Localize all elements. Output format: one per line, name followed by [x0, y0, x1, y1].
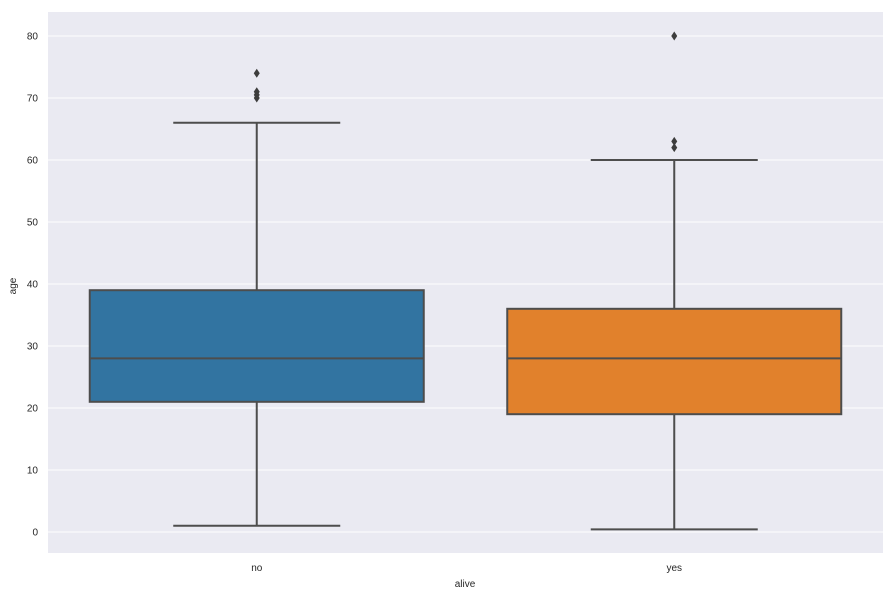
y-tick-label: 80	[27, 32, 39, 43]
y-tick-label: 50	[27, 218, 39, 229]
y-tick-label: 20	[27, 404, 39, 415]
box-no	[88, 68, 425, 527]
outlier-marker	[671, 143, 678, 153]
y-axis-label: age	[8, 277, 19, 294]
y-tick-label: 10	[27, 466, 39, 477]
iqr-box	[506, 307, 843, 416]
plot-area	[48, 12, 883, 553]
y-tick-label: 70	[27, 94, 39, 105]
y-axis-ticks: 0 10 20 30 40 50 60 70 80	[27, 32, 39, 539]
y-tick-label: 60	[27, 156, 39, 167]
outlier-marker	[671, 31, 678, 41]
boxes	[88, 31, 843, 531]
iqr-box	[88, 289, 425, 403]
x-tick-label: yes	[666, 563, 682, 574]
y-tick-label: 40	[27, 280, 39, 291]
outlier-marker	[253, 87, 260, 97]
x-tick-label: no	[251, 563, 263, 574]
box-yes	[506, 31, 843, 531]
outlier-marker	[671, 136, 678, 146]
y-tick-label: 30	[27, 342, 39, 353]
x-axis-label: alive	[455, 579, 476, 590]
outlier-marker	[253, 68, 260, 78]
x-axis-ticks: no yes	[251, 563, 682, 574]
y-tick-label: 0	[32, 528, 38, 539]
